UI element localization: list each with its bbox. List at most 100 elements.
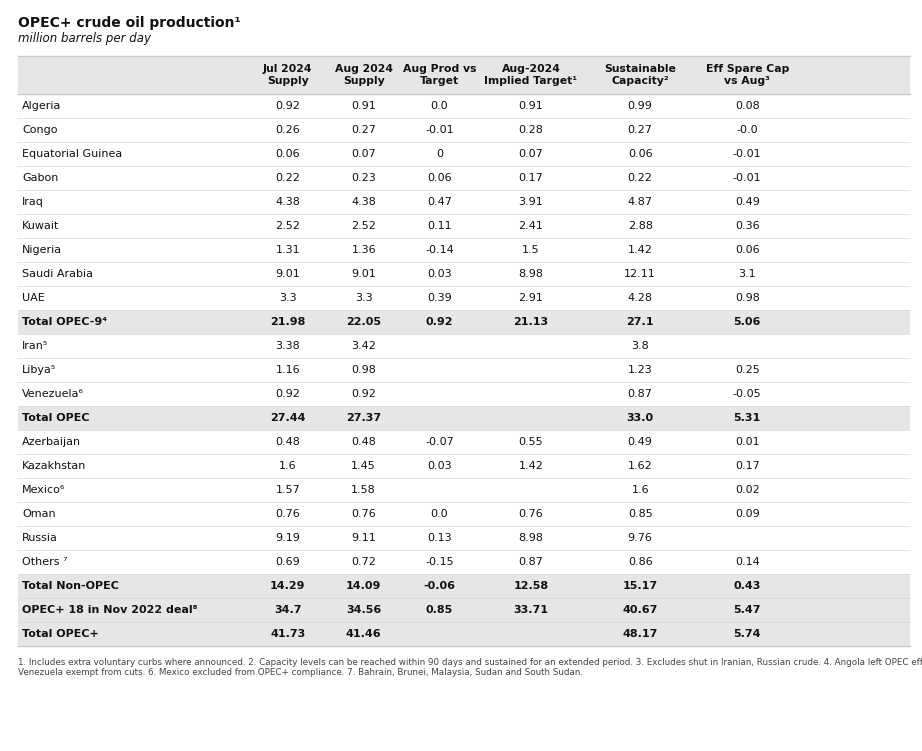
Text: 4.28: 4.28 [628,293,653,303]
Text: 0.55: 0.55 [518,437,543,447]
Bar [18,502,910,526]
Bar [18,622,910,646]
Bar [18,454,910,478]
Text: 0.92: 0.92 [426,317,454,327]
Text: Iran⁵: Iran⁵ [22,341,48,351]
Text: 3.42: 3.42 [351,341,376,351]
Text: 0.09: 0.09 [735,509,760,519]
Text: Oman: Oman [22,509,55,519]
Text: 0.07: 0.07 [518,149,543,159]
Text: 0.03: 0.03 [427,269,452,279]
Text: 0.47: 0.47 [427,197,452,207]
Text: 9.01: 9.01 [276,269,301,279]
Text: 0.48: 0.48 [276,437,301,447]
Bar [18,334,910,358]
Text: 0.22: 0.22 [276,173,301,183]
Text: 0.06: 0.06 [628,149,653,159]
Text: 0.76: 0.76 [351,509,376,519]
Text: 2.52: 2.52 [276,221,301,231]
Text: Venezuela⁶: Venezuela⁶ [22,389,84,399]
Bar [18,382,910,406]
Bar [18,238,910,262]
Text: 0.91: 0.91 [518,101,543,111]
Bar [18,358,910,382]
Text: 9.01: 9.01 [351,269,376,279]
Text: 0.17: 0.17 [518,173,543,183]
Bar [18,526,910,550]
Text: 0.43: 0.43 [734,581,761,591]
Text: 1.6: 1.6 [632,485,649,495]
Text: 33.71: 33.71 [514,605,549,615]
Text: 5.31: 5.31 [734,413,761,423]
Text: 0.92: 0.92 [276,101,301,111]
Text: 2.41: 2.41 [518,221,543,231]
Text: 0.06: 0.06 [735,245,760,255]
Bar [18,190,910,214]
Text: 0.85: 0.85 [628,509,653,519]
Text: 1.57: 1.57 [276,485,301,495]
Text: 0.86: 0.86 [628,557,653,567]
Text: -0.14: -0.14 [425,245,454,255]
Text: 0.11: 0.11 [427,221,452,231]
Text: 1.62: 1.62 [628,461,653,471]
Text: 0.91: 0.91 [351,101,376,111]
Bar [18,550,910,574]
Text: 0.76: 0.76 [276,509,301,519]
Text: 0.06: 0.06 [276,149,301,159]
Text: 0.72: 0.72 [351,557,376,567]
Text: 0.99: 0.99 [628,101,653,111]
Text: 0.22: 0.22 [628,173,653,183]
Text: 3.38: 3.38 [276,341,301,351]
Text: 0.28: 0.28 [518,125,543,135]
Text: 0.27: 0.27 [628,125,653,135]
Text: 0.01: 0.01 [735,437,760,447]
Text: 14.29: 14.29 [270,581,305,591]
Text: 12.11: 12.11 [624,269,656,279]
Text: 3.91: 3.91 [518,197,543,207]
Bar [18,142,910,166]
Text: Others ⁷: Others ⁷ [22,557,67,567]
Text: 48.17: 48.17 [622,629,658,639]
Text: Azerbaijan: Azerbaijan [22,437,81,447]
Text: 0.76: 0.76 [518,509,543,519]
Bar [18,286,910,310]
Text: 0.0: 0.0 [431,101,448,111]
Text: -0.06: -0.06 [423,581,455,591]
Text: 0.13: 0.13 [427,533,452,543]
Text: 0.23: 0.23 [351,173,376,183]
Text: 3.1: 3.1 [739,269,756,279]
Text: 0.26: 0.26 [276,125,301,135]
Text: -0.01: -0.01 [733,173,762,183]
Text: -0.01: -0.01 [733,149,762,159]
Text: 0.87: 0.87 [628,389,653,399]
Text: 2.52: 2.52 [351,221,376,231]
Text: Kuwait: Kuwait [22,221,59,231]
Text: -0.15: -0.15 [425,557,454,567]
Text: 8.98: 8.98 [518,269,543,279]
Bar [18,94,910,118]
Bar [18,598,910,622]
Text: 0.98: 0.98 [735,293,760,303]
Text: 15.17: 15.17 [622,581,657,591]
Text: Aug-2024
Implied Target¹: Aug-2024 Implied Target¹ [484,64,577,86]
Text: -0.0: -0.0 [737,125,758,135]
Text: 12.58: 12.58 [514,581,549,591]
Text: 34.56: 34.56 [346,605,382,615]
Text: Total OPEC: Total OPEC [22,413,89,423]
Text: 0.25: 0.25 [735,365,760,375]
Text: 0.17: 0.17 [735,461,760,471]
Text: 1.45: 1.45 [351,461,376,471]
Bar [18,430,910,454]
Text: 9.19: 9.19 [276,533,301,543]
Text: 0.27: 0.27 [351,125,376,135]
Text: 1.23: 1.23 [628,365,653,375]
Text: 0.92: 0.92 [351,389,376,399]
Text: million barrels per day: million barrels per day [18,32,151,45]
Text: 3.3: 3.3 [355,293,372,303]
Text: Nigeria: Nigeria [22,245,62,255]
Text: Total OPEC-9⁴: Total OPEC-9⁴ [22,317,107,327]
Text: 9.76: 9.76 [628,533,653,543]
Text: 0.36: 0.36 [735,221,760,231]
Text: 0.02: 0.02 [735,485,760,495]
Bar [18,574,910,598]
